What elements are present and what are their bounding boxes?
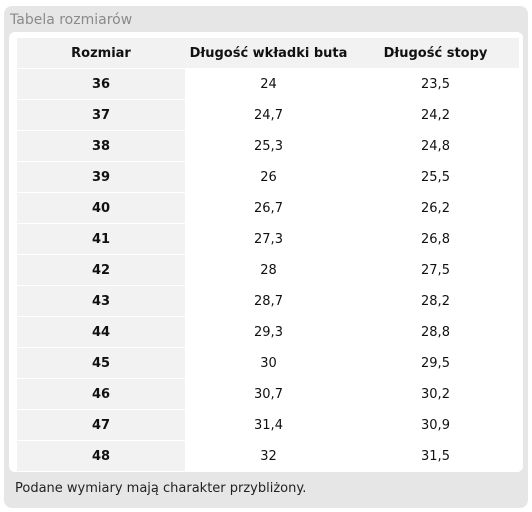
size-cell: 44 xyxy=(17,316,185,348)
insole-length-cell: 30,7 xyxy=(185,378,352,410)
foot-length-cell: 24,8 xyxy=(352,130,519,162)
foot-length-cell: 30,2 xyxy=(352,378,519,410)
size-cell: 41 xyxy=(17,223,185,255)
size-cell: 36 xyxy=(17,68,185,100)
size-chart-panel: Tabela rozmiarów Rozmiar Długość wkładki… xyxy=(4,6,528,508)
foot-length-cell: 26,2 xyxy=(352,192,519,224)
size-table-card: Rozmiar Długość wkładki buta Długość sto… xyxy=(9,32,523,472)
foot-length-cell: 28,8 xyxy=(352,316,519,348)
insole-length-cell: 31,4 xyxy=(185,409,352,441)
foot-length-cell: 31,5 xyxy=(352,440,519,472)
insole-length-cell: 24 xyxy=(185,68,352,100)
table-row: 36 24 23,5 xyxy=(17,68,519,100)
header-size: Rozmiar xyxy=(17,38,185,69)
table-row: 38 25,3 24,8 xyxy=(17,130,519,162)
insole-length-cell: 26,7 xyxy=(185,192,352,224)
foot-length-cell: 27,5 xyxy=(352,254,519,286)
table-row: 46 30,7 30,2 xyxy=(17,378,519,410)
table-row: 40 26,7 26,2 xyxy=(17,192,519,224)
insole-length-cell: 27,3 xyxy=(185,223,352,255)
table-header-row: Rozmiar Długość wkładki buta Długość sto… xyxy=(17,38,519,69)
size-cell: 40 xyxy=(17,192,185,224)
table-row: 39 26 25,5 xyxy=(17,161,519,193)
insole-length-cell: 24,7 xyxy=(185,99,352,131)
insole-length-cell: 32 xyxy=(185,440,352,472)
insole-length-cell: 28,7 xyxy=(185,285,352,317)
size-cell: 42 xyxy=(17,254,185,286)
size-cell: 37 xyxy=(17,99,185,131)
foot-length-cell: 30,9 xyxy=(352,409,519,441)
footnote: Podane wymiary mają charakter przybliżon… xyxy=(15,481,307,496)
table-row: 47 31,4 30,9 xyxy=(17,409,519,441)
table-row: 45 30 29,5 xyxy=(17,347,519,379)
table-row: 37 24,7 24,2 xyxy=(17,99,519,131)
size-cell: 39 xyxy=(17,161,185,193)
foot-length-cell: 28,2 xyxy=(352,285,519,317)
foot-length-cell: 24,2 xyxy=(352,99,519,131)
foot-length-cell: 26,8 xyxy=(352,223,519,255)
size-table: Rozmiar Długość wkładki buta Długość sto… xyxy=(17,38,519,472)
size-cell: 45 xyxy=(17,347,185,379)
size-cell: 47 xyxy=(17,409,185,441)
insole-length-cell: 25,3 xyxy=(185,130,352,162)
size-cell: 48 xyxy=(17,440,185,472)
insole-length-cell: 29,3 xyxy=(185,316,352,348)
foot-length-cell: 25,5 xyxy=(352,161,519,193)
table-row: 42 28 27,5 xyxy=(17,254,519,286)
insole-length-cell: 26 xyxy=(185,161,352,193)
table-row: 44 29,3 28,8 xyxy=(17,316,519,348)
panel-title: Tabela rozmiarów xyxy=(10,12,133,28)
foot-length-cell: 23,5 xyxy=(352,68,519,100)
size-cell: 38 xyxy=(17,130,185,162)
foot-length-cell: 29,5 xyxy=(352,347,519,379)
insole-length-cell: 30 xyxy=(185,347,352,379)
table-row: 43 28,7 28,2 xyxy=(17,285,519,317)
size-cell: 46 xyxy=(17,378,185,410)
insole-length-cell: 28 xyxy=(185,254,352,286)
size-cell: 43 xyxy=(17,285,185,317)
header-insole-length: Długość wkładki buta xyxy=(185,38,352,69)
table-row: 41 27,3 26,8 xyxy=(17,223,519,255)
table-row: 48 32 31,5 xyxy=(17,440,519,472)
header-foot-length: Długość stopy xyxy=(352,38,519,69)
